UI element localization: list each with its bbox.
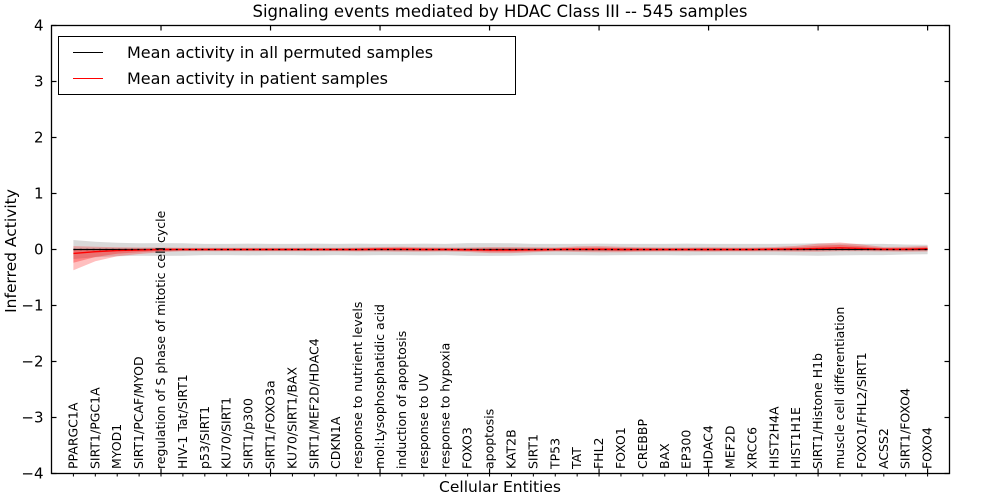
x-entity-label: HIST2H4A [766,406,781,469]
legend: Mean activity in all permuted samples Me… [58,36,516,95]
x-entity-label: HIST1H1E [788,407,803,469]
x-entity-label: BAX [657,443,672,469]
x-entity-label: KAT2B [503,429,518,469]
x-entity-label: muscle cell differentiation [832,307,847,469]
x-entity-label: MYOD1 [109,424,124,469]
x-entity-label: KU70/SIRT1/BAX [284,367,299,469]
x-entity-label: induction of apoptosis [394,331,409,469]
x-entity-label: FOXO4 [920,427,935,469]
x-entity-label: MEF2D [722,426,737,469]
chart-title: Signaling events mediated by HDAC Class … [252,2,748,21]
x-entity-label: ACSS2 [876,428,891,469]
x-entity-label: SIRT1/PGC1A [87,387,102,469]
legend-label: Mean activity in all permuted samples [127,42,434,62]
x-entity-label: TAT [569,447,584,470]
x-entity-label: SIRT1/PCAF/MYOD [131,356,146,469]
x-entity-label: mol:Lysophosphatidic acid [372,304,387,469]
x-entity-label: TP53 [547,438,562,470]
x-entity-label: SIRT1 [525,434,540,469]
x-entity-label: PPARGC1A [65,402,80,469]
y-tick-label: 2 [34,129,44,147]
legend-label: Mean activity in patient samples [127,69,388,89]
y-tick-label: −1 [21,297,43,315]
legend-entry-patient: Mean activity in patient samples [59,66,515,92]
x-entity-label: SIRT1/FOXO4 [898,388,913,469]
x-entity-label: CDKN1A [328,416,343,469]
y-tick-label: −4 [21,465,43,483]
x-entity-label: SIRT1/FOXO3a [263,380,278,469]
y-tick-label: −3 [21,409,43,427]
x-entity-label: SIRT1/MEF2D/HDAC4 [306,338,321,469]
x-entity-label: KU70/SIRT1 [219,397,234,469]
x-entity-label: CREBBP [635,419,650,469]
x-entity-label: response to hypoxia [438,343,453,469]
x-entity-label: regulation of S phase of mitotic cell cy… [153,210,168,469]
y-tick-label: 4 [34,17,44,35]
x-entity-label: EP300 [679,430,694,469]
x-entity-label: FHL2 [591,437,606,469]
x-entity-label: XRCC6 [744,427,759,469]
y-tick-label: 1 [34,185,44,203]
x-entity-label: FOXO1 [613,427,628,469]
x-entity-label: apoptosis [482,409,497,469]
x-axis-label: Cellular Entities [439,478,561,496]
x-entity-label: response to nutrient levels [350,302,365,469]
legend-entry-permuted: Mean activity in all permuted samples [59,39,515,65]
y-tick-label: 0 [34,241,44,259]
permuted-line-swatch [73,51,103,53]
patient-line-swatch [73,78,103,80]
x-entity-label: HIV-1 Tat/SIRT1 [175,374,190,469]
x-entity-label: response to UV [416,374,431,469]
x-entity-label: FOXO1/FHL2/SIRT1 [854,352,869,469]
x-entity-label: SIRT1/Histone H1b [810,353,825,469]
y-tick-label: 3 [34,73,44,91]
x-entity-label: p53/SIRT1 [197,406,212,469]
x-entity-label: SIRT1/p300 [241,398,256,469]
x-entity-label: HDAC4 [701,425,716,469]
x-entity-label: FOXO3 [460,427,475,469]
y-tick-label: −2 [21,353,43,371]
